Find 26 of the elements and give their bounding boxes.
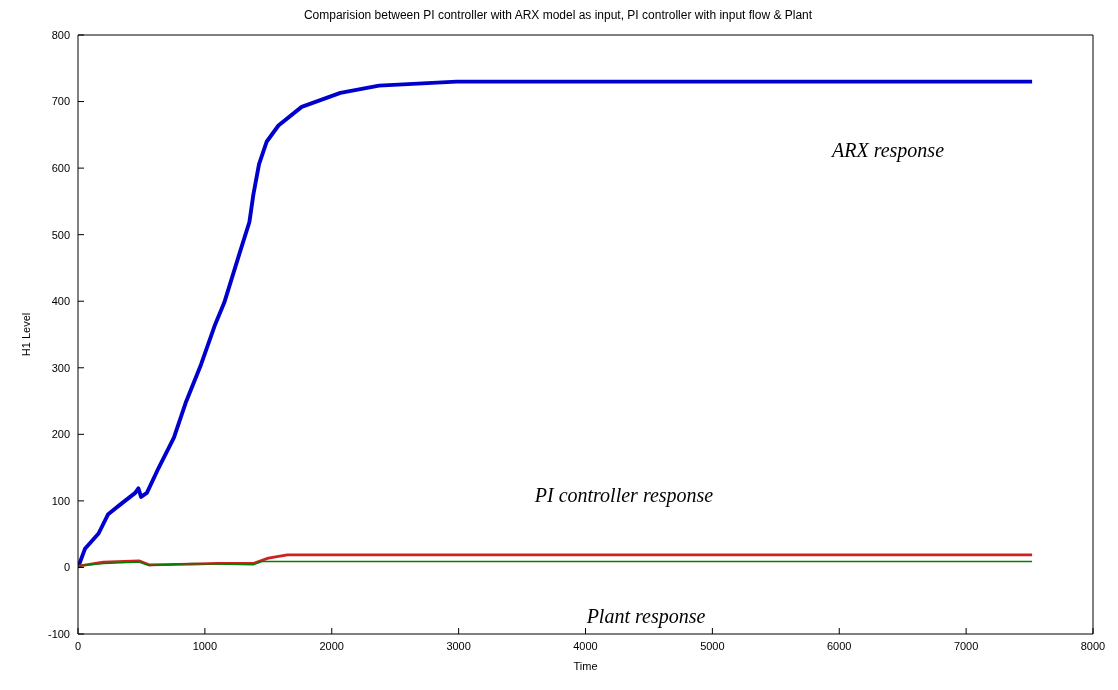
y-tick-label: 0 <box>63 561 70 574</box>
y-tick-label: 200 <box>51 428 70 441</box>
y-tick-label: 500 <box>51 228 70 241</box>
chart-title: Comparision between PI controller with ARX model as input, PI controller with input flow & Plant <box>302 8 814 24</box>
x-tick-label: 8000 <box>1080 639 1106 652</box>
x-tick-label: 7000 <box>953 639 979 652</box>
x-tick-label: 6000 <box>827 639 852 652</box>
y-tick-label: 100 <box>51 494 70 507</box>
x-tick-label: 0 <box>74 639 82 652</box>
annotation: PI controller response <box>534 483 714 507</box>
annotation: Plant response <box>586 604 706 628</box>
line-series <box>78 553 1034 568</box>
x-tick-label: 2000 <box>319 639 344 652</box>
annotation: ARX response <box>831 138 945 162</box>
x-tick-label: 1000 <box>192 639 218 652</box>
y-tick-label: 600 <box>51 162 70 175</box>
y-tick-label: 800 <box>51 28 70 41</box>
x-tick-label: 5000 <box>700 639 725 652</box>
y-tick-label: 400 <box>51 295 70 308</box>
y-tick-label: -100 <box>47 627 70 640</box>
y-tick-label: 700 <box>51 95 70 108</box>
x-tick-label: 3000 <box>446 639 471 652</box>
x-axis-title: Time <box>573 660 598 672</box>
y-axis-title: H1 Level <box>19 312 32 357</box>
y-tick-label: 300 <box>51 361 70 374</box>
x-tick-label: 4000 <box>573 639 598 652</box>
